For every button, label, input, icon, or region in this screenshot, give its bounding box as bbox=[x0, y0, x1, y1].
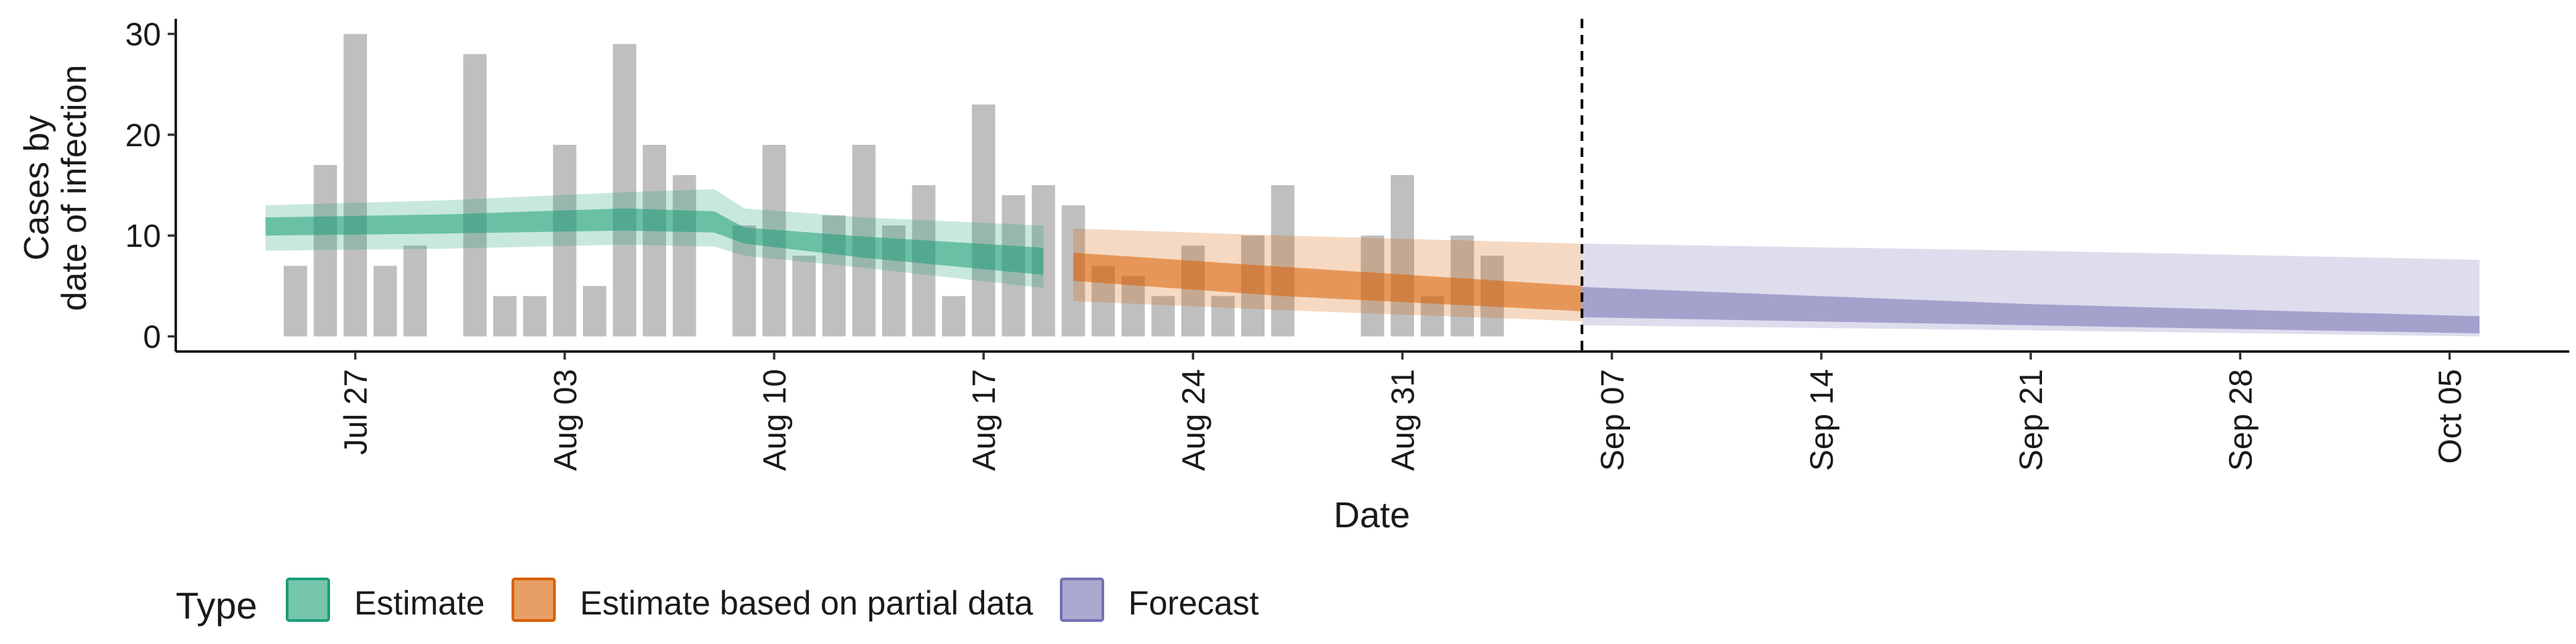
case-bar bbox=[523, 296, 547, 337]
legend: Type Estimate Estimate based on partial d… bbox=[176, 578, 1259, 627]
y-tick-label: 0 bbox=[143, 319, 161, 355]
case-bar bbox=[493, 296, 517, 337]
x-axis-ticks: Jul 27 Aug 03 Aug 10 Aug 17 Aug 24 Aug 31 Sep … bbox=[339, 352, 2469, 471]
legend-key-estimate bbox=[286, 578, 330, 622]
x-tick-label: Sep 14 bbox=[1805, 369, 1840, 471]
case-bar bbox=[971, 104, 996, 337]
case-bar bbox=[373, 266, 397, 337]
plot-area bbox=[265, 19, 2480, 352]
x-tick-label: Aug 24 bbox=[1176, 369, 1212, 471]
case-bar bbox=[313, 164, 337, 337]
legend-key-forecast bbox=[1059, 578, 1104, 622]
case-bar bbox=[1121, 276, 1145, 337]
case-bar bbox=[583, 286, 606, 337]
estimate-bands bbox=[265, 189, 2480, 337]
legend-items: Estimate Estimate based on partial data Fo… bbox=[286, 578, 1259, 622]
case-bar bbox=[643, 144, 666, 337]
case-bar bbox=[284, 266, 307, 337]
case-bar bbox=[1211, 296, 1235, 337]
case-bar bbox=[553, 144, 577, 337]
case-bar bbox=[343, 34, 367, 337]
case-bar bbox=[1151, 296, 1175, 337]
case-bar bbox=[942, 296, 965, 337]
x-tick-label: Sep 07 bbox=[1595, 369, 1631, 471]
legend-label-estimate-based-on-partial-data: Estimate based on partial data bbox=[580, 584, 1034, 622]
x-tick-label: Aug 17 bbox=[967, 369, 1002, 471]
x-axis-label: Date bbox=[1334, 495, 1410, 535]
legend-label-estimate: Estimate bbox=[354, 584, 485, 622]
y-tick-label: 30 bbox=[125, 17, 161, 53]
case-bar bbox=[1391, 174, 1414, 337]
case-bar bbox=[1271, 185, 1295, 337]
case-bar bbox=[612, 44, 637, 337]
x-tick-label: Sep 28 bbox=[2223, 369, 2259, 471]
case-bar bbox=[403, 246, 427, 337]
y-tick-label: 10 bbox=[125, 219, 161, 254]
y-axis-label-line-2: date of infection bbox=[55, 64, 94, 311]
y-axis-label-line-1: Cases by bbox=[17, 115, 56, 261]
y-axis-ticks: 0 10 20 30 bbox=[125, 17, 176, 355]
estimate-band-90 bbox=[265, 189, 1044, 288]
legend-key-estimate-based-on-partial-data bbox=[511, 578, 556, 622]
case-bar bbox=[672, 174, 696, 337]
x-tick-label: Aug 31 bbox=[1386, 369, 1421, 471]
legend-title: Type bbox=[176, 584, 257, 627]
estimate-based-on-partial-data-band-50 bbox=[1073, 252, 1582, 311]
x-tick-label: Aug 03 bbox=[548, 369, 584, 471]
case-bar bbox=[792, 256, 816, 337]
x-tick-label: Aug 10 bbox=[757, 369, 793, 471]
y-tick-label: 20 bbox=[125, 118, 161, 154]
case-bar bbox=[463, 54, 487, 337]
forecast-band-50 bbox=[1582, 286, 2480, 333]
x-tick-label: Jul 27 bbox=[339, 369, 374, 455]
x-tick-label: Sep 21 bbox=[2014, 369, 2049, 471]
x-tick-label: Oct 05 bbox=[2433, 369, 2469, 464]
estimate-band-50 bbox=[265, 208, 1044, 275]
legend-label-forecast: Forecast bbox=[1128, 584, 1259, 622]
axes: 0 10 20 30 Jul 27 Aug 03 Aug 10 Aug 17 Aug 24 Au… bbox=[17, 17, 2569, 535]
